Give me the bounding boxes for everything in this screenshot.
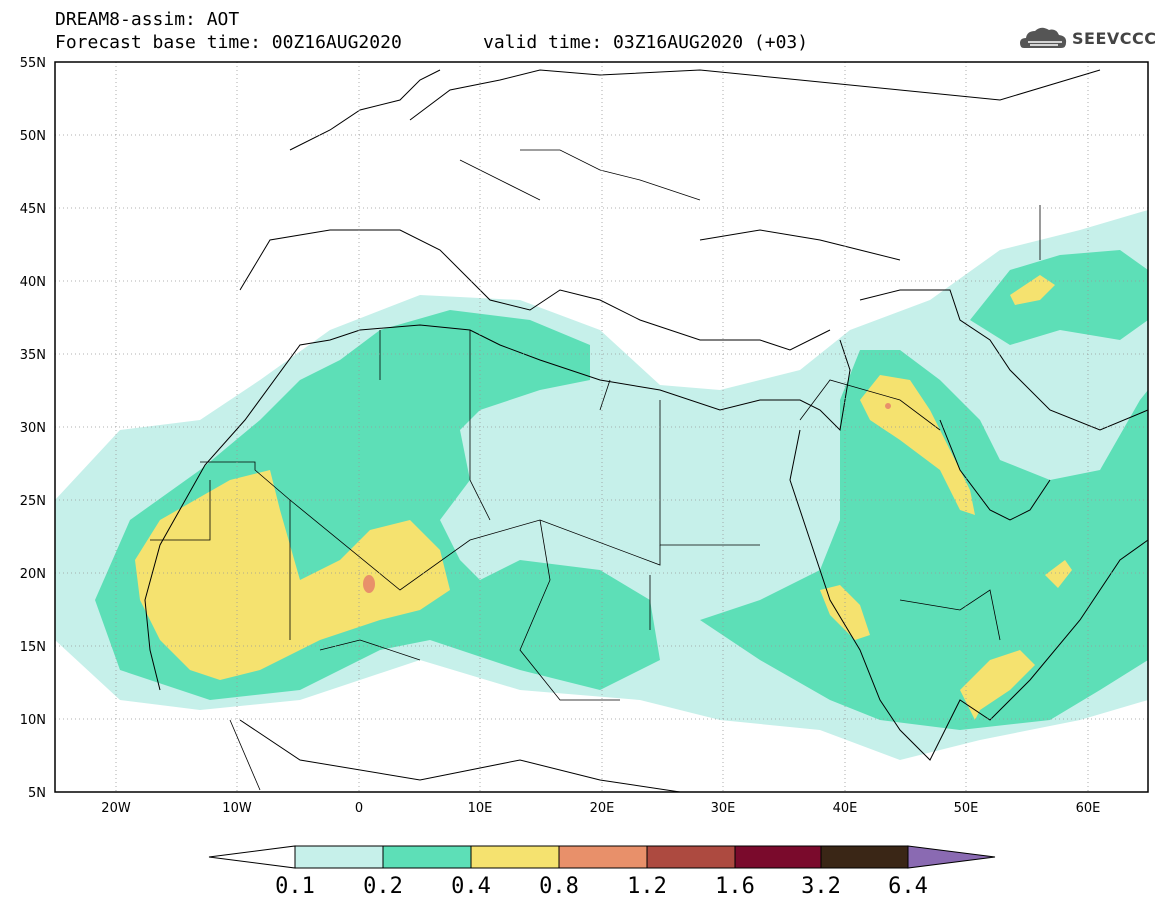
lat-label: 40N [20,275,46,290]
aot-band-0-2-caspian [970,250,1148,345]
colorbar [208,845,996,869]
aot-band-0-4-oman [960,650,1035,720]
colorbar-tick: 1.6 [715,874,755,899]
logo-text: SEEVCCC [1072,29,1157,48]
aot-field [55,69,1148,792]
aot-band-0-4-caspian [1010,275,1055,305]
lon-label: 10W [222,801,252,816]
lat-axis: 55N 50N 45N 40N 35N 30N 25N 20N 15N 10N … [20,56,46,801]
lon-label: 40E [833,801,858,816]
colorbar-swatch [470,845,560,869]
lat-label: 15N [20,640,46,655]
colorbar-tick: 1.2 [627,874,667,899]
colorbar-swatch [820,845,909,869]
lon-label: 10E [468,801,493,816]
borders [150,149,1041,791]
lon-label: 0 [355,801,363,816]
aot-band-0-8-iraq [885,403,891,409]
aot-band-0-4-oman-coast [1045,560,1072,588]
gridlines [55,62,1148,792]
lon-axis: 20W 10W 0 10E 20E 30E 40E 50E 60E [101,801,1100,816]
colorbar-swatch [382,845,472,869]
lon-label: 50E [954,801,979,816]
lat-label: 30N [20,421,46,436]
coastlines [144,69,1148,792]
colorbar-swatch [646,845,736,869]
colorbar-tick: 0.4 [451,874,491,899]
lon-label: 30E [711,801,736,816]
aot-band-0-4-iraq [860,375,975,515]
colorbar-swatch [734,845,822,869]
colorbar-tick: 6.4 [888,874,928,899]
lat-label: 20N [20,567,46,582]
map-title: DREAM8-assim: AOT [55,9,240,30]
colorbar-tick: 0.2 [363,874,403,899]
colorbar-tick: 3.2 [801,874,841,899]
colorbar-tick: 0.8 [539,874,579,899]
forecast-base-time: Forecast base time: 00Z16AUG2020 [55,32,402,53]
lat-label: 10N [20,713,46,728]
lon-label: 60E [1076,801,1101,816]
plot-frame [54,61,1149,793]
aot-band-0-4-redsea [820,585,870,640]
colorbar-high-arrow [907,845,996,869]
cloud-logo-icon [1020,27,1067,48]
lat-label: 45N [20,202,46,217]
aot-band-0-4-west [135,470,450,680]
colorbar-low-arrow [208,845,296,869]
colorbar-swatch [294,845,384,869]
lat-label: 35N [20,348,46,363]
lat-label: 55N [20,56,46,71]
lon-label: 20E [590,801,615,816]
valid-time: valid time: 03Z16AUG2020 (+03) [483,32,809,53]
lat-label: 25N [20,494,46,509]
colorbar-tick: 0.1 [275,874,315,899]
colorbar-swatch [558,845,648,869]
lon-label: 20W [101,801,131,816]
lat-label: 50N [20,129,46,144]
lat-label: 5N [28,786,46,801]
aot-band-0-8-sahara [363,575,375,593]
aot-band-0-2-east [700,350,1148,730]
colorbar-ticks: 0.1 0.2 0.4 0.8 1.2 1.6 3.2 6.4 [275,874,928,899]
